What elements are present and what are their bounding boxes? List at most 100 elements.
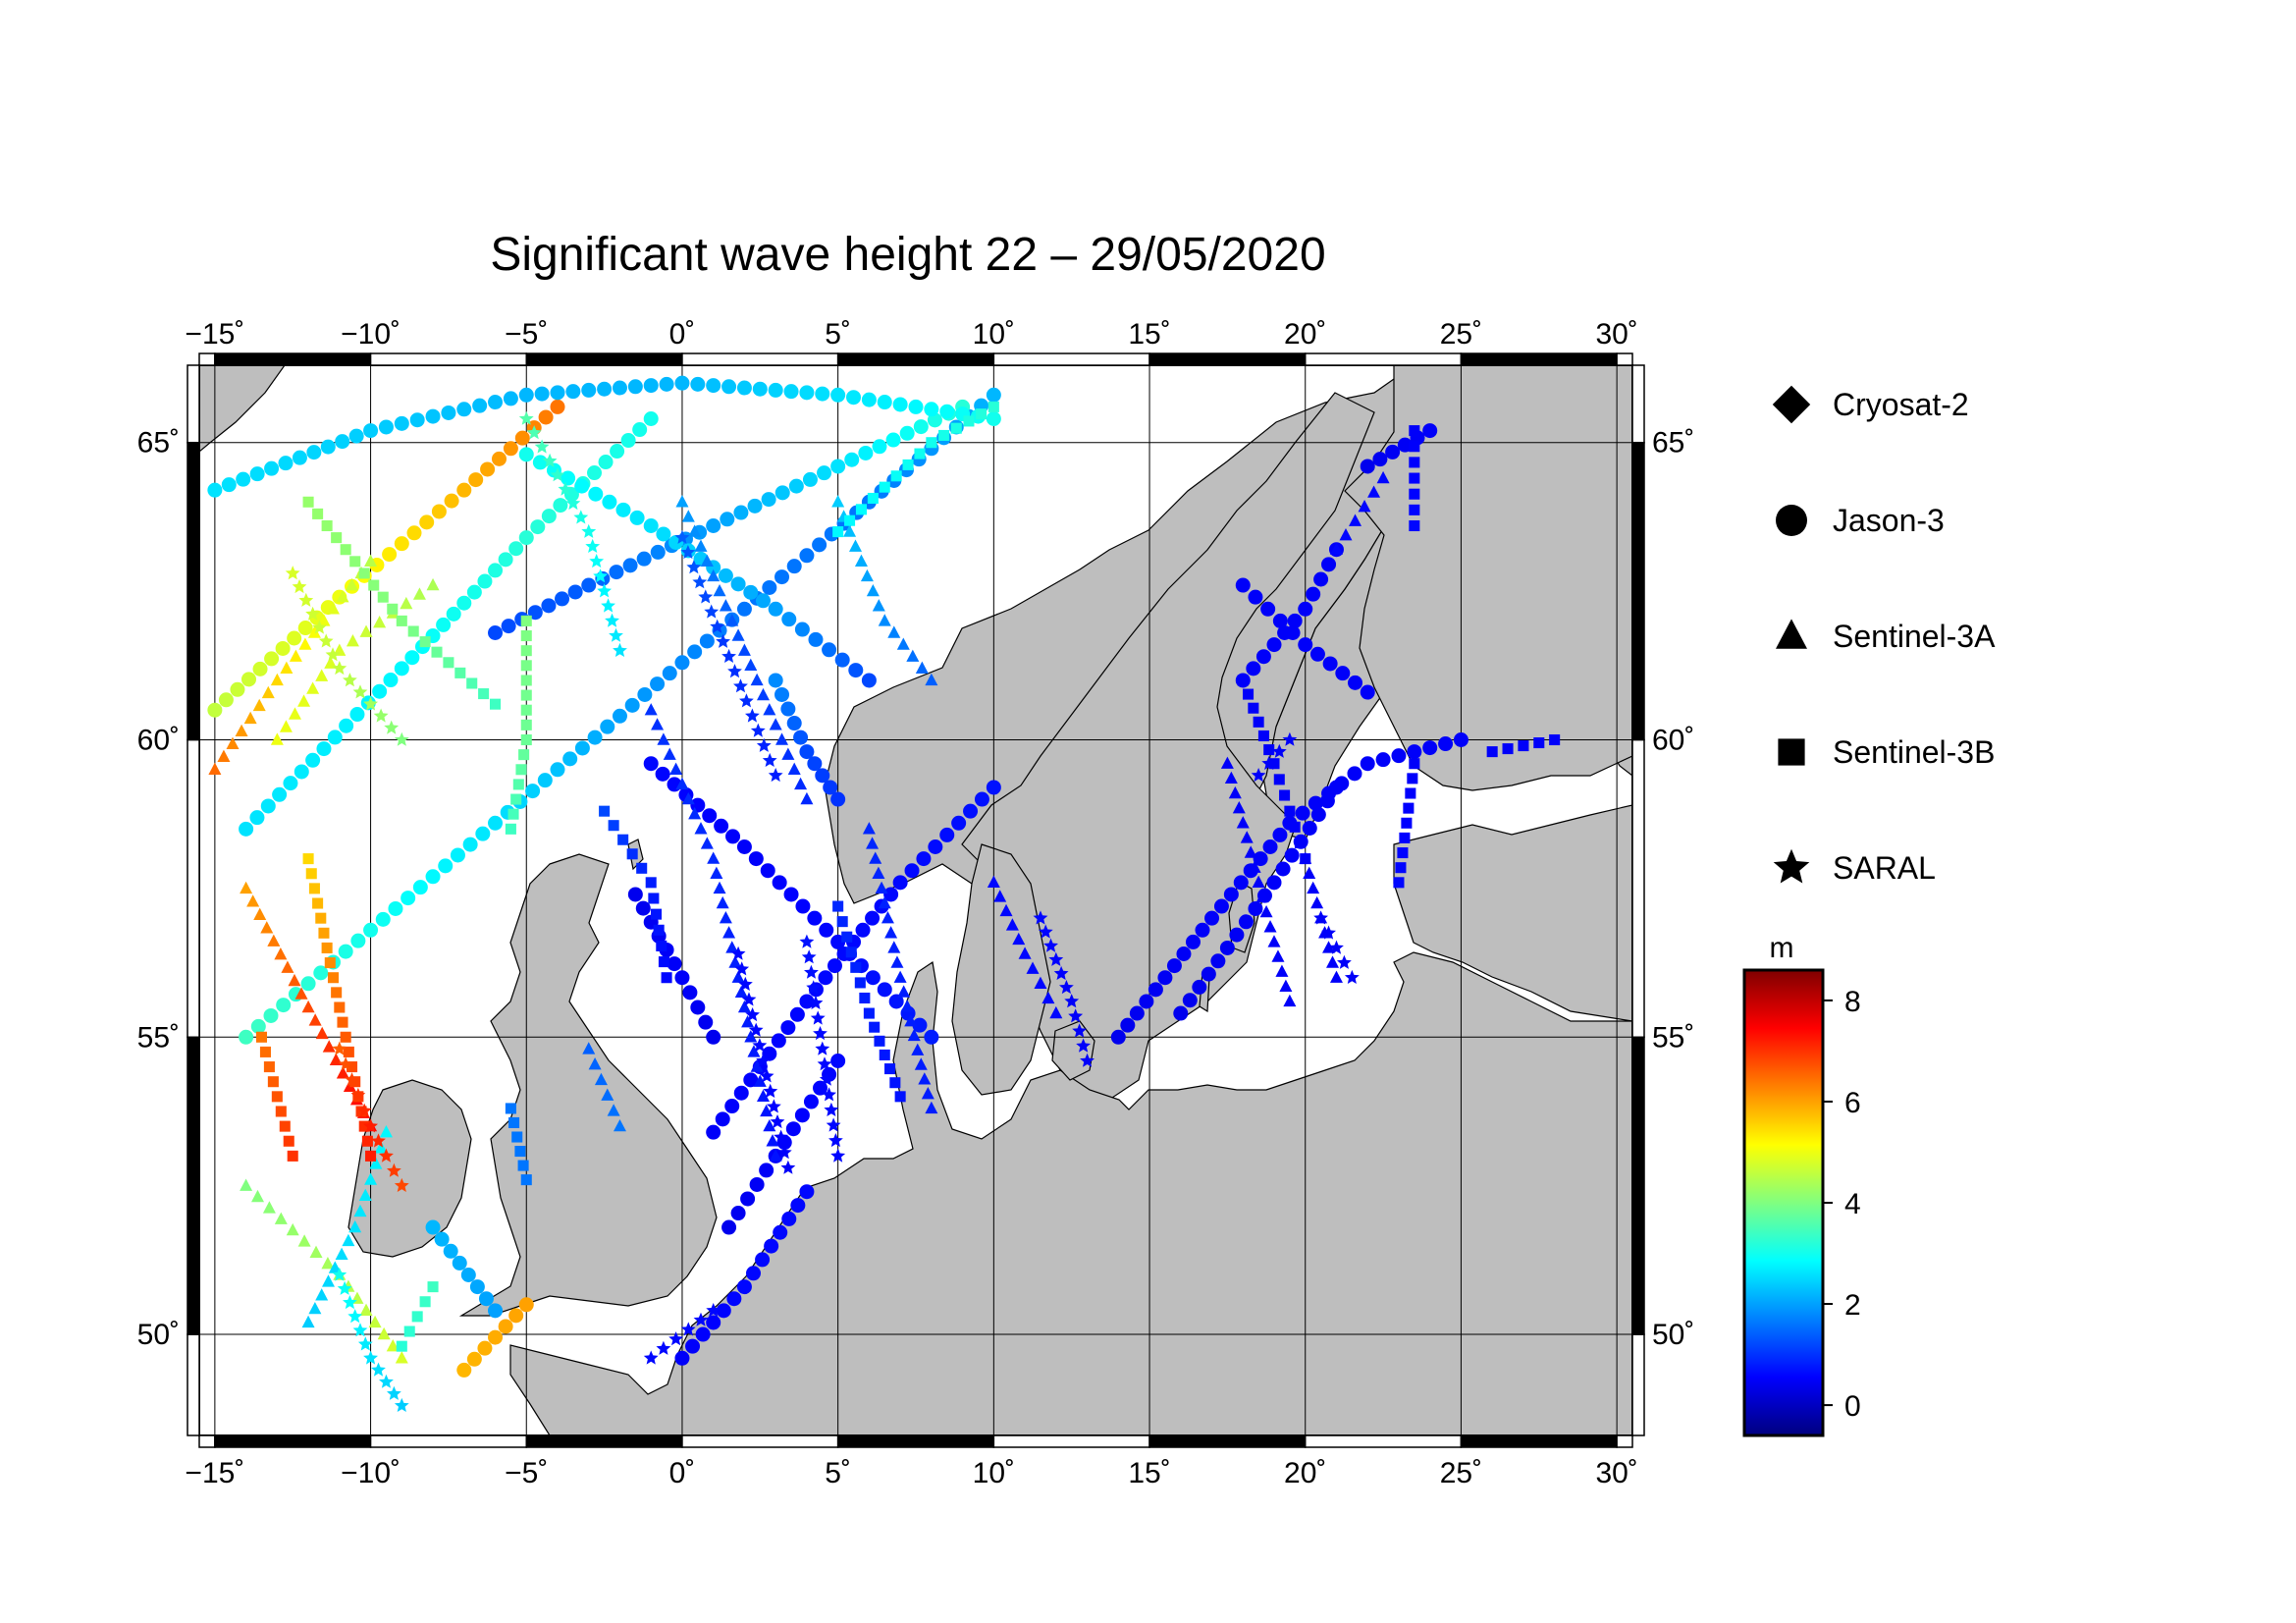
- track-marker: [865, 910, 881, 926]
- track-marker: [789, 1006, 805, 1022]
- track-marker: [874, 1035, 885, 1047]
- track-marker: [743, 1072, 759, 1088]
- track-marker: [1395, 862, 1407, 874]
- track-marker: [769, 718, 782, 730]
- track-marker: [605, 613, 619, 627]
- track-marker: [704, 604, 720, 619]
- track-marker: [1185, 934, 1201, 949]
- frame-segment-bottom: [992, 1434, 1150, 1448]
- track-saral: [730, 946, 796, 1174]
- track-marker: [830, 1054, 846, 1068]
- track-marker: [593, 568, 609, 583]
- track-marker: [1043, 938, 1058, 952]
- track-marker: [799, 934, 815, 948]
- track-marker: [363, 1350, 378, 1365]
- track-marker: [1422, 740, 1438, 756]
- track-marker: [721, 1219, 737, 1235]
- track-marker: [902, 459, 914, 470]
- track-marker: [1405, 787, 1416, 799]
- track-marker: [721, 648, 736, 663]
- track-marker: [813, 1026, 828, 1041]
- track-marker: [1026, 961, 1040, 974]
- track-marker: [262, 1201, 276, 1214]
- track-marker: [799, 1184, 815, 1200]
- track-marker: [1328, 780, 1344, 795]
- track-marker: [322, 1040, 336, 1053]
- track-marker: [877, 982, 892, 998]
- track-sentinel-3b: [302, 496, 502, 710]
- track-marker: [702, 808, 718, 824]
- track-marker: [912, 1017, 928, 1033]
- frame-segment-left: [187, 364, 200, 444]
- track-marker: [1268, 758, 1280, 770]
- track-marker: [498, 552, 513, 568]
- track-marker: [412, 880, 428, 895]
- track-marker: [561, 470, 576, 486]
- track-marker: [1261, 755, 1277, 770]
- track-marker: [793, 730, 809, 745]
- track-marker: [802, 471, 818, 487]
- track-marker: [752, 381, 768, 397]
- lon-tick-label-top: 15˚: [1128, 318, 1170, 351]
- track-marker: [1360, 756, 1375, 772]
- lat-tick-label-left: 50˚: [137, 1319, 180, 1351]
- frame-segment-bottom: [1148, 1434, 1307, 1448]
- track-marker: [861, 392, 877, 407]
- track-marker: [818, 970, 833, 986]
- track-marker: [1287, 613, 1303, 628]
- track-marker: [425, 869, 441, 885]
- track-marker: [373, 708, 389, 723]
- frame-segment-left: [187, 738, 200, 1039]
- frame-segment-bottom: [1304, 1434, 1463, 1448]
- frame-segment-bottom: [836, 1434, 995, 1448]
- track-marker: [469, 1279, 485, 1295]
- track-marker: [781, 1211, 797, 1226]
- frame-segment-top: [1460, 352, 1618, 366]
- track-marker: [939, 404, 955, 419]
- track-marker: [1080, 1053, 1095, 1067]
- track-marker: [1271, 743, 1287, 758]
- track-marker: [318, 633, 334, 648]
- track-marker: [787, 762, 801, 775]
- frame-segment-top: [198, 352, 216, 366]
- lat-tick-label-right: 55˚: [1652, 1021, 1694, 1054]
- track-marker: [786, 559, 802, 574]
- track-marker: [645, 877, 657, 889]
- track-marker: [794, 777, 808, 790]
- track-marker: [733, 1085, 749, 1101]
- track-marker: [289, 649, 302, 662]
- track-marker: [1266, 637, 1282, 653]
- square-icon: [1778, 738, 1805, 766]
- legend-label: Sentinel-3A: [1833, 619, 1996, 654]
- track-marker: [456, 402, 472, 417]
- track-marker: [776, 1145, 792, 1160]
- track-marker: [694, 822, 708, 835]
- track-marker: [716, 1303, 731, 1319]
- track-marker: [207, 702, 223, 718]
- track-marker: [626, 848, 638, 860]
- track-marker: [801, 949, 817, 964]
- track-marker: [520, 733, 532, 746]
- track-marker: [287, 1150, 298, 1162]
- track-marker: [452, 1255, 467, 1271]
- track-marker: [675, 777, 689, 790]
- track-sentinel-3b: [505, 1103, 532, 1186]
- track-marker: [1407, 744, 1422, 760]
- track-marker: [340, 544, 351, 556]
- frame-segment-top: [369, 352, 528, 366]
- track-marker: [431, 504, 447, 519]
- track-marker: [565, 496, 581, 511]
- track-marker: [884, 1063, 896, 1075]
- track-marker: [906, 649, 920, 662]
- track-marker: [636, 862, 648, 874]
- track-marker: [359, 1303, 373, 1317]
- track-marker: [526, 425, 542, 440]
- track-marker: [1326, 955, 1340, 968]
- track-marker: [327, 730, 343, 745]
- track-marker: [285, 566, 300, 580]
- track-marker: [573, 510, 589, 524]
- track-marker: [565, 384, 581, 400]
- track-marker: [312, 897, 324, 909]
- track-marker: [1273, 774, 1285, 785]
- track-marker: [478, 1291, 494, 1307]
